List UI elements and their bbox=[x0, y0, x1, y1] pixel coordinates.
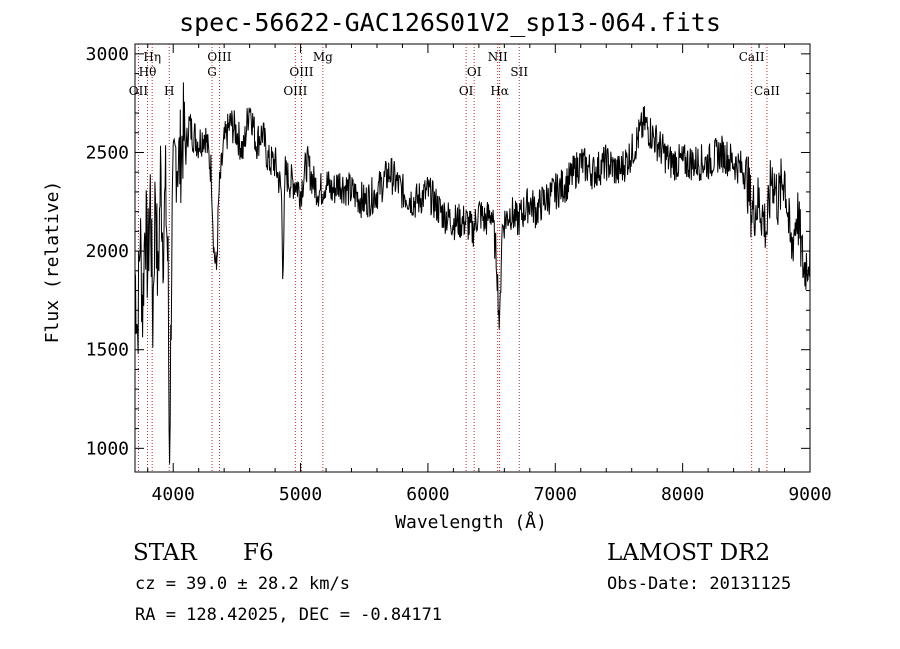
marker-label-9: OI bbox=[459, 84, 474, 98]
marker-label-10: OI bbox=[467, 65, 482, 79]
marker-label-11: NII bbox=[488, 50, 508, 64]
marker-label-5: OIII bbox=[207, 50, 231, 64]
coords-text: RA = 128.42025, DEC = -0.84171 bbox=[135, 605, 443, 625]
x-tick-label-5: 9000 bbox=[788, 484, 831, 505]
spectrum-line bbox=[134, 82, 811, 464]
marker-label-6: OIII bbox=[283, 84, 307, 98]
marker-label-2: Hη bbox=[143, 50, 161, 64]
x-axis-label: Wavelength (Å) bbox=[395, 511, 547, 533]
y-tick-label-0: 1000 bbox=[86, 438, 129, 459]
marker-label-8: Mg bbox=[313, 50, 333, 64]
x-tick-label-2: 6000 bbox=[406, 484, 449, 505]
y-tick-label-4: 3000 bbox=[86, 44, 129, 65]
object-class: STAR bbox=[133, 540, 197, 566]
y-tick-label-1: 1500 bbox=[86, 340, 129, 361]
obs-date-text: Obs-Date: 20131125 bbox=[607, 574, 792, 594]
y-tick-label-2: 2000 bbox=[86, 241, 129, 262]
marker-label-12: Hα bbox=[490, 84, 509, 98]
plot-frame bbox=[134, 43, 811, 473]
marker-label-1: Hθ bbox=[139, 65, 157, 79]
object-subclass: F6 bbox=[243, 540, 274, 566]
x-tick-label-4: 8000 bbox=[661, 484, 704, 505]
x-tick-label-0: 4000 bbox=[152, 484, 195, 505]
y-axis-label: Flux (relative) bbox=[42, 181, 63, 344]
marker-label-14: CaII bbox=[739, 50, 765, 64]
marker-label-4: G bbox=[207, 65, 217, 79]
redshift-text: cz = 39.0 ± 28.2 km/s bbox=[135, 574, 350, 594]
y-tick-label-3: 2500 bbox=[86, 142, 129, 163]
marker-label-3: H bbox=[164, 84, 174, 98]
marker-label-7: OIII bbox=[289, 65, 313, 79]
axis-ticks: 4000 5000 6000 7000 8000 9000 1000 1500 2000 2500… bbox=[86, 44, 832, 505]
marker-label-15: CaII bbox=[754, 84, 780, 98]
chart-title: spec-56622-GAC126S01V2_sp13-064.fits bbox=[179, 8, 721, 37]
line-markers: OIIHθHηHGOIIIOIIIOIIIMgOIOINIIHαSIICaIIC… bbox=[129, 44, 780, 472]
survey-label: LAMOST DR2 bbox=[607, 540, 771, 566]
marker-label-0: OII bbox=[129, 84, 149, 98]
marker-label-13: SII bbox=[510, 65, 528, 79]
x-tick-label-3: 7000 bbox=[534, 484, 577, 505]
x-tick-label-1: 5000 bbox=[279, 484, 322, 505]
